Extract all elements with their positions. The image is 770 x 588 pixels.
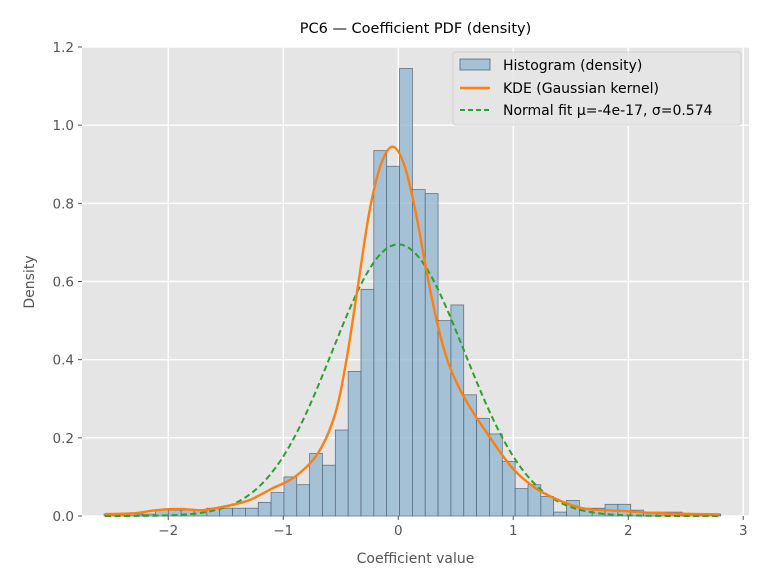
histogram-bar	[399, 68, 413, 517]
y-tick-label: 1.2	[53, 40, 74, 56]
legend-label-histogram: Histogram (density)	[503, 58, 642, 74]
histogram-bar	[334, 429, 349, 517]
x-axis-ticks: −2 −1 0 1 2 3	[158, 516, 748, 539]
histogram-bar	[245, 507, 259, 517]
histogram-bar	[270, 492, 285, 517]
histogram-bar	[386, 165, 400, 517]
histogram-bar	[296, 484, 310, 517]
legend-label-normal-fit: Normal fit μ=-4e-17, σ=0.574	[503, 103, 713, 119]
kde-line	[104, 145, 721, 516]
normal-fit-line	[104, 243, 721, 517]
y-tick-label: 0.2	[53, 431, 74, 447]
y-axis-ticks: 0.0 0.2 0.4 0.6 0.8 1.0 1.2	[53, 40, 82, 525]
histogram-bar	[514, 488, 529, 517]
histogram-bar	[373, 150, 388, 517]
histogram-bar	[450, 304, 465, 517]
legend-box	[452, 51, 742, 126]
legend: Histogram (density) KDE (Gaussian kernel…	[452, 51, 742, 126]
legend-label-kde: KDE (Gaussian kernel)	[503, 81, 659, 97]
curves	[104, 145, 721, 517]
histogram-bar	[412, 189, 426, 517]
x-axis-label: Coefficient value	[357, 551, 475, 567]
y-tick-label: 0.8	[53, 196, 74, 212]
x-tick-label: 2	[624, 523, 633, 539]
x-tick-label: −2	[158, 523, 178, 539]
x-tick-label: −1	[273, 523, 293, 539]
x-tick-label: 0	[394, 523, 403, 539]
chart-title: PC6 — Coefficient PDF (density)	[300, 21, 532, 37]
histogram-bar	[322, 464, 336, 517]
x-tick-label: 3	[739, 523, 748, 539]
histogram-bar	[424, 193, 439, 517]
x-tick-label: 1	[509, 523, 518, 539]
histogram-bar	[540, 496, 555, 517]
y-tick-label: 1.0	[53, 118, 74, 134]
y-tick-label: 0.0	[53, 509, 74, 525]
y-tick-label: 0.4	[53, 353, 74, 369]
histogram-bar	[232, 507, 246, 517]
histogram-bar	[360, 288, 375, 517]
histogram-bar	[553, 511, 567, 517]
legend-swatch-histogram	[459, 58, 491, 71]
y-tick-label: 0.6	[53, 275, 74, 291]
histogram-bar	[347, 371, 362, 517]
y-axis-label: Density	[22, 255, 38, 308]
histogram-bar	[257, 501, 272, 517]
